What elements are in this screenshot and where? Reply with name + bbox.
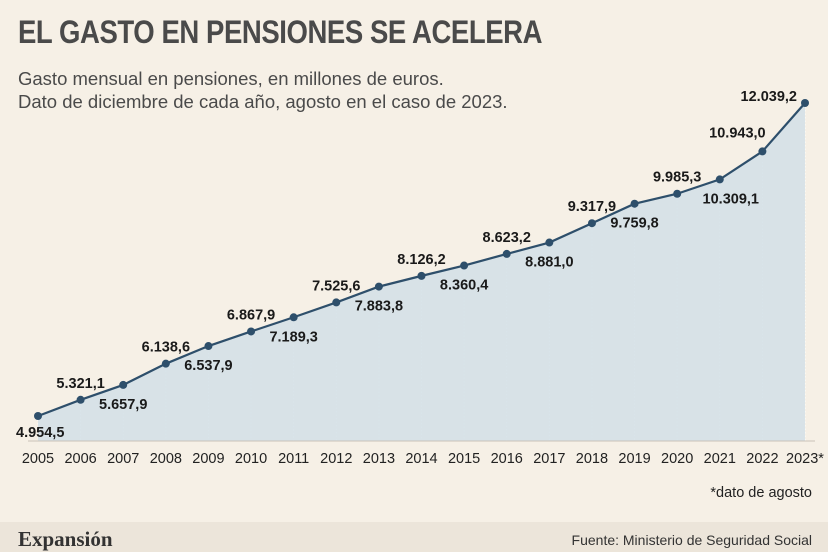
data-point-2008 <box>161 359 170 368</box>
x-tick-label-2020: 2020 <box>661 451 693 467</box>
data-point-2019 <box>630 199 639 208</box>
data-label-2013: 7.883,8 <box>355 299 403 315</box>
data-point-2007 <box>119 380 128 389</box>
x-tick-label-2021: 2021 <box>704 451 736 467</box>
data-label-2014: 8.126,2 <box>397 252 445 268</box>
x-tick-label-2007: 2007 <box>107 451 139 467</box>
area-fill <box>38 103 805 441</box>
data-label-2017: 8.881,0 <box>525 255 573 271</box>
x-tick-label-2014: 2014 <box>405 451 437 467</box>
source-note: Fuente: Ministerio de Seguridad Social <box>571 532 812 548</box>
data-markers <box>34 99 809 420</box>
footnote: *dato de agosto <box>710 485 812 501</box>
data-label-2006: 5.321,1 <box>56 376 104 392</box>
data-point-2016 <box>502 249 511 258</box>
data-point-2006 <box>76 395 85 404</box>
data-point-2017 <box>545 238 554 247</box>
x-tick-label-2015: 2015 <box>448 451 480 467</box>
data-label-2019: 9.759,8 <box>610 216 658 232</box>
data-label-2005: 4.954,5 <box>16 425 64 441</box>
data-point-2020 <box>673 189 682 198</box>
data-point-2010 <box>247 327 256 336</box>
data-point-2018 <box>587 219 596 228</box>
data-label-2018: 9.317,9 <box>568 199 616 215</box>
x-tick-label-2012: 2012 <box>320 451 352 467</box>
data-point-2013 <box>374 282 383 291</box>
x-tick-label-2016: 2016 <box>491 451 523 467</box>
data-point-2012 <box>332 298 341 307</box>
chart-subtitle-line-2: Dato de diciembre de cada año, agosto en… <box>18 91 508 112</box>
x-tick-label-2022: 2022 <box>746 451 778 467</box>
x-tick-label-2011: 2011 <box>278 451 309 467</box>
data-label-2012: 7.525,6 <box>312 278 360 294</box>
data-labels: 4.954,5 5.321,1 5.657,9 6.138,6 6.537,9 6.867… <box>16 89 797 441</box>
data-point-2009 <box>204 342 213 351</box>
x-tick-label-2009: 2009 <box>192 451 224 467</box>
data-point-2014 <box>417 271 426 280</box>
x-tick-label-2006: 2006 <box>64 451 96 467</box>
data-point-2005 <box>34 412 42 420</box>
data-point-2015 <box>460 261 469 270</box>
x-tick-label-2008: 2008 <box>150 451 182 467</box>
data-label-2011: 7.189,3 <box>269 329 317 345</box>
data-label-2016: 8.623,2 <box>483 230 531 246</box>
x-tick-label-2005: 2005 <box>22 451 54 467</box>
x-tick-label-2013: 2013 <box>363 451 395 467</box>
x-tick-label-2019: 2019 <box>618 451 650 467</box>
chart-title: EL GASTO EN PENSIONES SE ACELERA <box>18 14 543 50</box>
footer-bar <box>0 522 828 552</box>
data-point-2022 <box>758 147 767 156</box>
chart-subtitle-line-1: Gasto mensual en pensiones, en millones … <box>18 68 444 89</box>
data-label-2023: 12.039,2 <box>741 89 797 105</box>
x-tick-label-2017: 2017 <box>533 451 565 467</box>
brand-logo: Expansión <box>18 527 113 551</box>
x-tick-label-2018: 2018 <box>576 451 608 467</box>
x-axis-tick-labels: 2005 2006 2007 2008 2009 2010 2011 2012 2013 2014… <box>22 451 824 467</box>
data-label-2022: 10.943,0 <box>709 125 765 141</box>
data-label-2008: 6.138,6 <box>142 340 190 356</box>
data-label-2007: 5.657,9 <box>99 397 147 413</box>
data-label-2015: 8.360,4 <box>440 278 488 294</box>
data-point-2021 <box>715 175 724 184</box>
data-point-2023 <box>801 99 809 107</box>
x-tick-label-2023: 2023* <box>786 451 824 467</box>
data-label-2010: 6.867,9 <box>227 307 275 323</box>
x-tick-label-2010: 2010 <box>235 451 267 467</box>
data-label-2009: 6.537,9 <box>184 358 232 374</box>
data-point-2011 <box>289 313 298 322</box>
data-label-2021: 10.309,1 <box>703 191 759 207</box>
data-label-2020: 9.985,3 <box>653 170 701 186</box>
